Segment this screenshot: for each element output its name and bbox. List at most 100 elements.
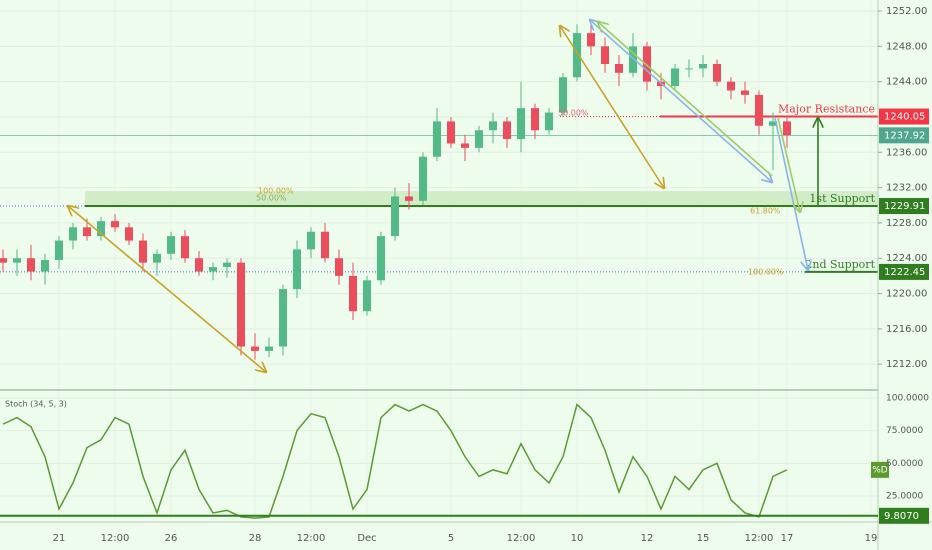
y-tick-label: 1228.00: [886, 218, 927, 229]
candle-body: [573, 33, 581, 78]
x-tick-label: 12:00: [745, 533, 774, 544]
x-tick-label: 17: [781, 533, 794, 544]
arrow: [68, 206, 266, 372]
candle-body: [475, 130, 483, 148]
candle-body: [699, 64, 707, 69]
candle-body: [13, 258, 21, 263]
candle-body: [69, 227, 77, 241]
price-badge-label: 1237.92: [884, 130, 925, 141]
y-tick-label: 75.0000: [886, 426, 923, 436]
candle-body: [223, 262, 231, 268]
candle-body: [727, 81, 735, 91]
candle-body: [587, 33, 595, 47]
stoch-badge: [879, 507, 929, 524]
candle-body: [251, 346, 259, 351]
candle-body: [755, 94, 763, 126]
fib-label: 50.00%: [558, 109, 589, 118]
candle-body: [363, 280, 371, 312]
arrow: [590, 20, 772, 182]
candle-body: [265, 346, 273, 351]
price-badge-label: 1240.05: [884, 112, 925, 123]
y-tick-label: 1224.00: [886, 253, 927, 264]
x-tick-label: 26: [165, 533, 178, 544]
candle-body: [531, 108, 539, 131]
x-tick-label: 12:00: [101, 533, 130, 544]
x-tick-label: 12:00: [297, 533, 326, 544]
candle-body: [517, 108, 525, 140]
candle-body: [195, 258, 203, 272]
candle-body: [461, 143, 469, 148]
stoch-line: [2, 403, 788, 519]
candle-body: [559, 77, 567, 113]
y-tick-label: 1220.00: [886, 289, 927, 300]
price-badge-label: 1222.45: [884, 267, 925, 278]
arrow: [774, 117, 808, 270]
y-tick-label: 50.0000: [886, 459, 923, 469]
candle-body: [209, 267, 217, 272]
y-tick-label: 1244.00: [886, 77, 927, 88]
x-tick-label: 10: [571, 533, 584, 544]
x-tick-label: 19: [865, 533, 878, 544]
candle-body: [447, 121, 455, 144]
fib-label: 61.80%: [750, 207, 781, 216]
y-tick-label: 25.0000: [886, 491, 923, 501]
candle-body: [545, 112, 553, 131]
price-badge: [879, 108, 929, 125]
arrow: [777, 117, 800, 212]
level-label: 2nd Support: [805, 258, 875, 271]
candle-body: [643, 46, 651, 82]
candle-body: [615, 64, 623, 73]
y-tick-label: 1248.00: [886, 41, 927, 52]
candle-body: [41, 259, 49, 272]
candle-body: [391, 196, 399, 237]
candle-body: [671, 68, 679, 87]
candle-body: [489, 121, 497, 131]
y-tick-label: 1252.00: [886, 6, 927, 17]
candle-body: [433, 121, 441, 157]
y-tick-label: 1236.00: [886, 147, 927, 158]
fib-label: 100.00%: [748, 268, 784, 277]
fib-label: 100.00%: [258, 187, 294, 196]
candle-body: [503, 121, 511, 140]
y-tick-label: 100.0000: [886, 394, 929, 404]
candle-body: [377, 236, 385, 281]
levels: Major Resistance 1st Support 2nd Support: [0, 103, 878, 273]
candle-body: [125, 227, 133, 241]
candle-body: [153, 253, 161, 263]
y-tick-label: 1212.00: [886, 359, 927, 370]
x-tick-label: 28: [249, 533, 262, 544]
d-badge: [871, 461, 889, 478]
candle-body: [741, 90, 749, 95]
candle-body: [783, 121, 791, 136]
candle-body: [83, 227, 91, 237]
x-tick-label: 21: [53, 533, 66, 544]
candle-body: [685, 68, 693, 70]
candle-body: [237, 262, 245, 347]
level-label: Major Resistance: [778, 103, 875, 116]
candle-body: [111, 221, 119, 228]
drawings: 50.00% 100.00% 50.00% 61.80% 100.00%: [68, 20, 818, 372]
candle-body: [419, 156, 427, 201]
price-badge-label: 1229.91: [884, 201, 925, 212]
candle-body: [167, 236, 175, 254]
x-tick-label: Dec: [357, 533, 376, 544]
stoch-panel: %D: [0, 403, 889, 519]
price-badge: [879, 263, 929, 280]
price-badge: [879, 127, 929, 144]
x-tick-label: 15: [697, 533, 710, 544]
candle-body: [55, 240, 63, 260]
candle-body: [27, 258, 35, 272]
candle-body: [279, 289, 287, 347]
stoch-title: Stoch (34, 5, 3): [5, 400, 67, 409]
candle-body: [601, 46, 609, 65]
support-zone: [85, 191, 878, 207]
stoch-badge-label: 9.8070: [884, 511, 919, 522]
candle-body: [713, 64, 721, 82]
candle-body: [321, 231, 329, 259]
x-tick-label: 12:00: [507, 533, 536, 544]
candle-body: [0, 258, 7, 263]
candle-body: [405, 196, 413, 201]
x-tick-label: 5: [448, 533, 454, 544]
